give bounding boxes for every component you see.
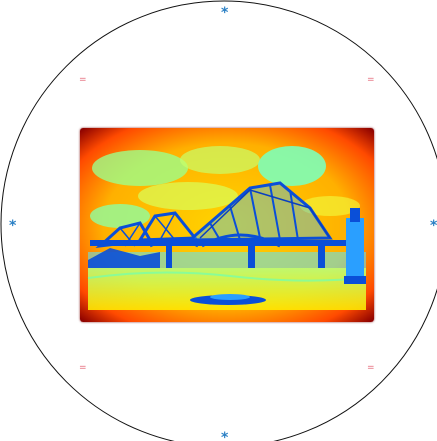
bottom-left-corner-icon[interactable]: =	[79, 363, 87, 373]
bottom-right-corner-icon[interactable]: =	[367, 363, 375, 373]
right-handle-icon[interactable]: *	[430, 218, 437, 234]
bottom-handle-icon[interactable]: *	[221, 430, 229, 441]
top-handle-icon[interactable]: *	[221, 5, 229, 21]
top-right-corner-icon[interactable]: =	[367, 75, 375, 85]
thermal-image-graphic	[80, 128, 374, 322]
bridge-thermal-image[interactable]	[80, 128, 374, 322]
left-handle-icon[interactable]: *	[9, 218, 17, 234]
top-left-corner-icon[interactable]: =	[79, 75, 87, 85]
